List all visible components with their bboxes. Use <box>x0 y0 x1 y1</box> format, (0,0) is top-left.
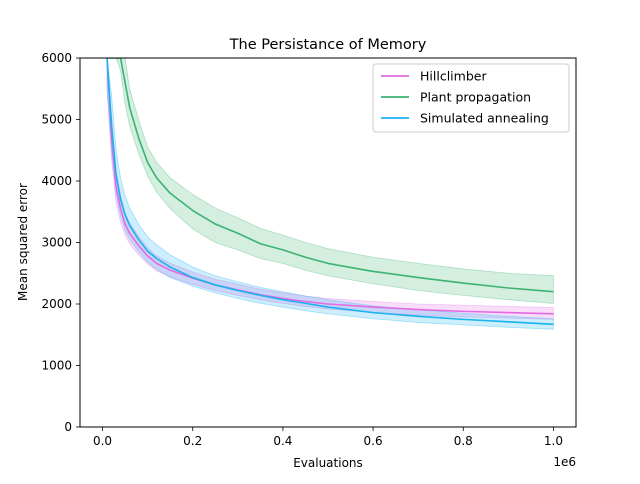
band-simulated-annealing <box>106 58 554 330</box>
x-axis-ticks: 0.0 0.2 0.4 0.6 0.8 1.0 <box>93 427 563 448</box>
x-tick-label: 1.0 <box>544 434 563 448</box>
x-tick-label: 0.2 <box>183 434 202 448</box>
y-tick-label: 3000 <box>41 236 72 250</box>
band-hillclimber <box>106 58 554 320</box>
band-plant-propagation <box>107 58 554 304</box>
series-lines <box>106 58 554 326</box>
y-tick-label: 0 <box>64 420 72 434</box>
series-line-plant-propagation <box>107 58 554 293</box>
y-axis-label: Mean squared error <box>16 183 30 301</box>
x-axis-label: Evaluations <box>293 456 363 470</box>
legend-label-hillclimber: Hillclimber <box>420 69 487 84</box>
x-tick-label: 0.4 <box>273 434 292 448</box>
y-tick-label: 5000 <box>41 113 72 127</box>
y-tick-label: 6000 <box>41 51 72 65</box>
legend-label-plant-propagation: Plant propagation <box>420 90 531 105</box>
y-tick-label: 4000 <box>41 174 72 188</box>
legend-items: Hillclimber Plant propagation Simulated an… <box>381 69 549 126</box>
chart-title: The Persistance of Memory <box>229 37 427 53</box>
x-tick-label: 0.0 <box>93 434 112 448</box>
x-tick-label: 0.6 <box>364 434 383 448</box>
confidence-bands <box>106 58 554 330</box>
series-line-simulated-annealing <box>106 58 554 326</box>
y-tick-label: 2000 <box>41 297 72 311</box>
x-axis-offset-label: 1e6 <box>553 455 576 469</box>
legend: Hillclimber Plant propagation Simulated an… <box>372 63 570 133</box>
x-tick-label: 0.8 <box>454 434 473 448</box>
y-axis-ticks: 0 1000 2000 3000 4000 5000 6000 <box>41 51 80 434</box>
y-tick-label: 1000 <box>41 359 72 373</box>
legend-box <box>372 63 570 133</box>
legend-label-simulated-annealing: Simulated annealing <box>420 111 549 126</box>
